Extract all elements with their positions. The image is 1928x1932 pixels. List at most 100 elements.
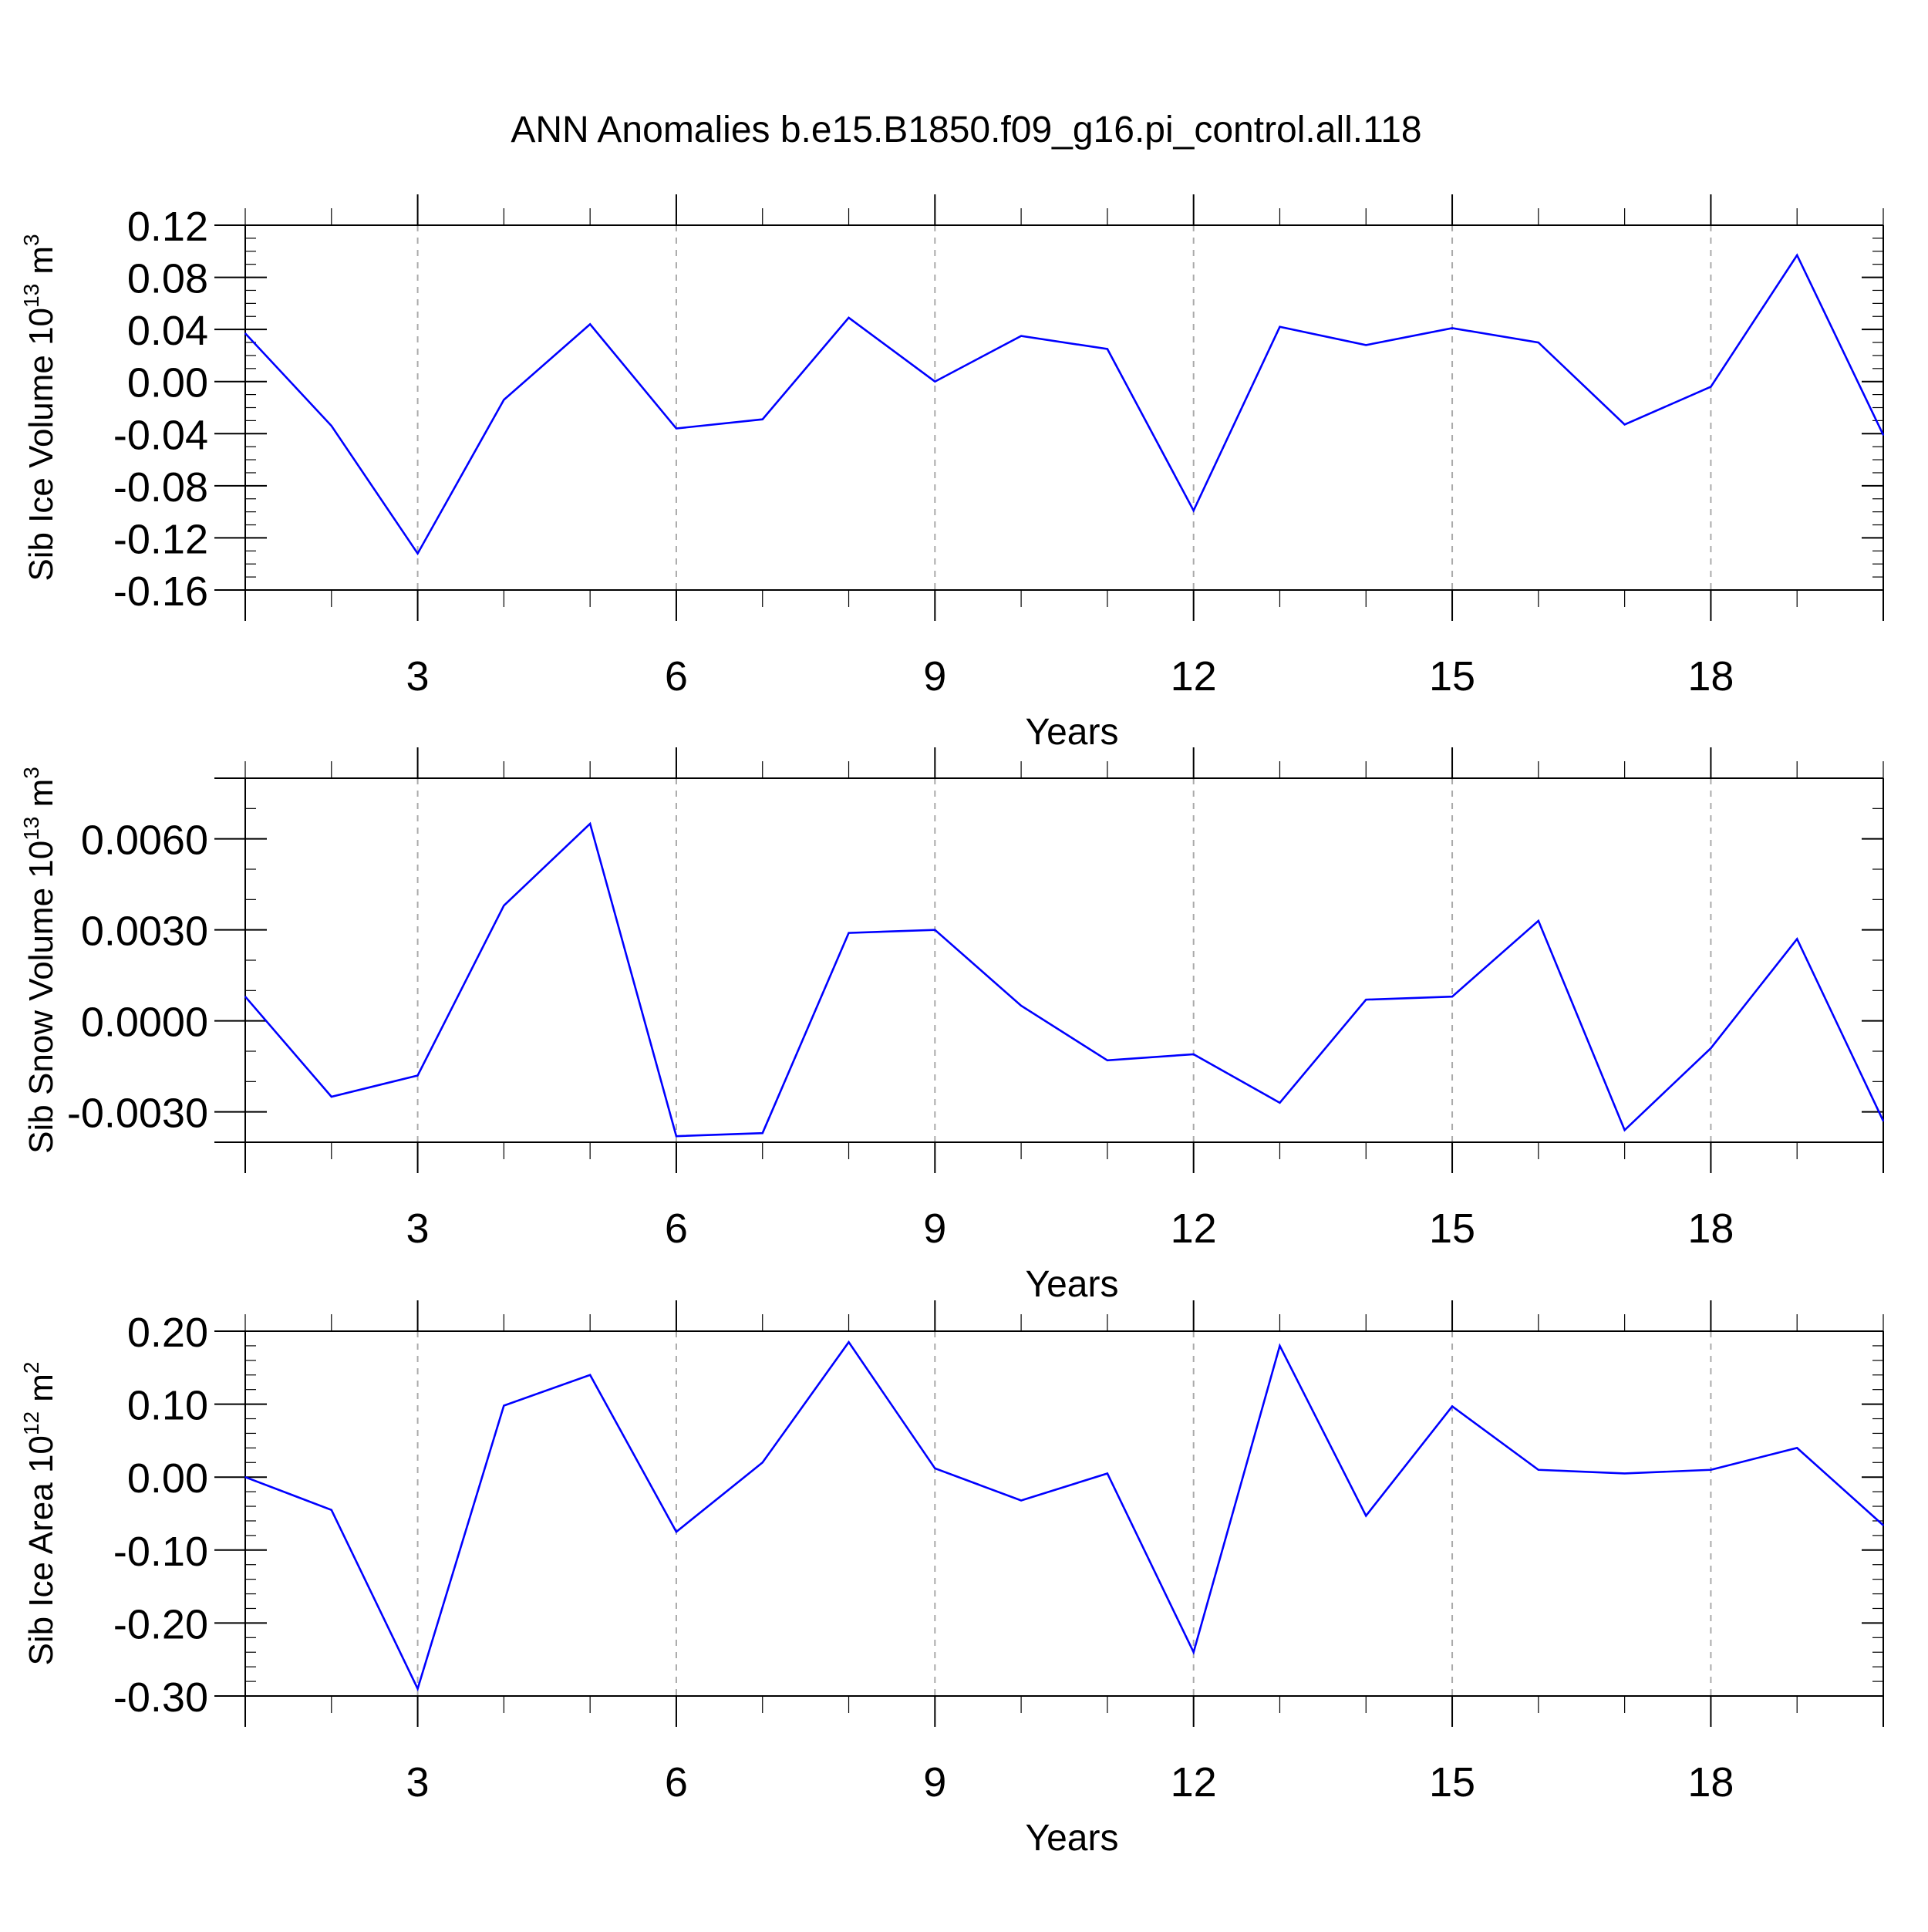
data-point xyxy=(416,1074,419,1077)
data-point xyxy=(1192,1054,1195,1055)
y-axis-label: Sib Snow Volume 1013 m3 xyxy=(19,767,60,1154)
y-tick-label: -0.30 xyxy=(113,1674,208,1721)
y-tick-label: -0.10 xyxy=(113,1529,208,1575)
y-tick-label: 0.08 xyxy=(127,256,208,302)
data-point xyxy=(1365,1515,1367,1517)
data-point xyxy=(761,418,763,420)
data-point xyxy=(1710,386,1712,388)
data-point xyxy=(1796,938,1798,940)
x-tick-label: 9 xyxy=(923,1205,946,1252)
data-point xyxy=(761,1462,763,1464)
data-point xyxy=(589,823,591,824)
y-tick-label: 0.10 xyxy=(127,1383,208,1429)
data-point xyxy=(1796,255,1798,256)
x-tick-label: 15 xyxy=(1429,1759,1475,1806)
x-tick-label: 18 xyxy=(1687,653,1734,700)
data-point xyxy=(1623,1472,1626,1475)
data-point xyxy=(416,552,419,555)
data-point xyxy=(1623,1129,1626,1131)
data-point xyxy=(676,1135,677,1137)
data-point xyxy=(1192,510,1195,511)
data-point xyxy=(1710,1468,1712,1471)
data-point xyxy=(934,929,936,931)
y-tick-label: 0.0060 xyxy=(81,818,208,864)
data-point xyxy=(676,427,677,430)
data-point xyxy=(244,996,246,997)
y-tick-label: 0.04 xyxy=(127,308,208,354)
data-point xyxy=(330,1509,332,1511)
data-point xyxy=(1192,1651,1195,1654)
x-axis-label: Years xyxy=(1026,712,1119,753)
x-axis-label: Years xyxy=(1026,1818,1119,1859)
data-point xyxy=(1451,1405,1453,1408)
y-tick-label: 0.12 xyxy=(127,204,208,250)
data-point xyxy=(1279,1345,1281,1347)
data-point xyxy=(1796,1447,1798,1449)
data-point xyxy=(589,1374,591,1376)
data-point xyxy=(503,905,505,906)
data-point xyxy=(1623,423,1626,426)
data-point xyxy=(589,323,591,325)
x-tick-label: 18 xyxy=(1687,1205,1734,1252)
y-tick-label: -0.16 xyxy=(113,568,208,615)
y-axis-label: Sib Ice Volume 1013 m3 xyxy=(19,234,60,581)
data-point xyxy=(1279,325,1281,328)
data-point xyxy=(330,425,332,427)
data-point xyxy=(330,1096,332,1097)
data-point xyxy=(1882,1120,1884,1122)
series-line xyxy=(244,821,1885,1138)
panel-2: -0.0030 0.0000 0.0030 0.0060 3 6 9 12 15 18 Years S… xyxy=(19,747,1885,1305)
data-point xyxy=(1020,335,1022,337)
y-tick-label: 0.00 xyxy=(127,1455,208,1502)
data-point xyxy=(1107,1060,1108,1061)
y-tick-label: -0.20 xyxy=(113,1601,208,1647)
data-point xyxy=(934,380,936,383)
data-point xyxy=(244,332,246,335)
y-tick-label: 0.20 xyxy=(127,1310,208,1356)
x-tick-label: 6 xyxy=(665,1205,688,1252)
data-point xyxy=(1020,1499,1022,1502)
data-point xyxy=(503,1404,505,1407)
x-tick-label: 15 xyxy=(1429,653,1475,700)
data-point xyxy=(416,1688,419,1690)
data-point xyxy=(848,317,850,319)
x-tick-label: 18 xyxy=(1687,1759,1734,1806)
y-tick-label: 0.0000 xyxy=(81,1000,208,1046)
x-tick-label: 6 xyxy=(665,1759,688,1806)
x-tick-label: 12 xyxy=(1171,1759,1217,1806)
x-tick-label: 3 xyxy=(406,1205,430,1252)
x-axis-label: Years xyxy=(1026,1264,1119,1305)
data-point xyxy=(1882,1524,1884,1526)
data-point xyxy=(676,1531,677,1532)
panel-3: -0.30 -0.20 -0.10 0.00 0.10 0.20 3 6 9 12 15 18 Year… xyxy=(19,1300,1884,1859)
panel-1: -0.16 -0.12 -0.08 -0.04 0.00 0.04 0.08 0.12 3 6 9 1… xyxy=(19,194,1885,753)
x-tick-label: 9 xyxy=(923,1759,946,1806)
data-point xyxy=(1882,434,1884,436)
y-tick-label: 0.0030 xyxy=(81,909,208,955)
data-point xyxy=(848,932,850,934)
x-tick-label: 12 xyxy=(1171,1205,1217,1252)
figure-title: ANN Anomalies b.e15.B1850.f09_g16.pi_con… xyxy=(511,110,1421,150)
x-tick-label: 3 xyxy=(406,1759,430,1806)
y-tick-label: -0.08 xyxy=(113,464,208,511)
series-line xyxy=(244,253,1885,556)
data-point xyxy=(1107,348,1108,350)
x-tick-label: 9 xyxy=(923,653,946,700)
data-point xyxy=(1538,342,1539,343)
series-line xyxy=(244,1340,1884,1692)
data-point xyxy=(1710,1047,1712,1049)
data-point xyxy=(1451,996,1453,997)
data-point xyxy=(848,1341,850,1343)
y-tick-label: -0.0030 xyxy=(67,1091,208,1137)
data-point xyxy=(244,1476,246,1478)
y-axis-label: Sib Ice Area 1012 m2 xyxy=(19,1361,60,1665)
data-point xyxy=(503,399,505,401)
data-point xyxy=(1020,1005,1022,1006)
panels: -0.16 -0.12 -0.08 -0.04 0.00 0.04 0.08 0.12 3 6 9 1… xyxy=(19,194,1885,1859)
x-tick-label: 3 xyxy=(406,653,430,700)
data-point xyxy=(1107,1472,1108,1475)
data-point xyxy=(1279,1102,1281,1104)
data-point xyxy=(1451,327,1453,329)
